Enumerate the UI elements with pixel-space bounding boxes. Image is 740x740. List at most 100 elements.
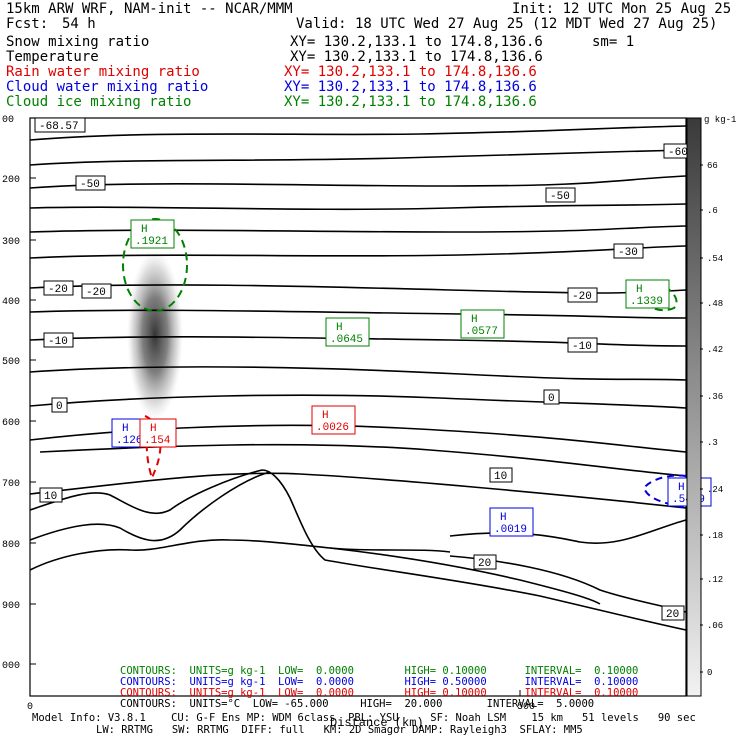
forecast-hour: 54 h xyxy=(62,16,96,32)
temperature-label-box xyxy=(661,605,685,621)
contour-spec-temperature: CONTOURS: UNITS=°C LOW= -65.000 HIGH= 20… xyxy=(120,698,595,710)
maximum-box xyxy=(311,405,356,435)
temperature-isotherm xyxy=(29,472,687,509)
maximum-marker: H xyxy=(122,423,129,435)
colorbar-unit: g kg-1 xyxy=(704,115,736,125)
temperature-isotherm xyxy=(29,125,687,141)
contour-spec-cloud-ice: CONTOURS: UNITS=g kg-1 LOW= 0.0000 HIGH=… xyxy=(120,665,639,677)
terrain-contours xyxy=(29,469,687,631)
temperature-isotherm xyxy=(29,336,687,347)
y-tick-label: 00 xyxy=(2,115,14,126)
temperature-label-box xyxy=(75,175,106,191)
y-tick-label: 300 xyxy=(2,237,20,248)
colorbar-tick-label: .06 xyxy=(707,621,723,631)
colorbar-tick-label: .36 xyxy=(707,392,723,402)
colorbar xyxy=(686,117,702,697)
maximum-marker: H xyxy=(322,410,329,422)
y-tick-label: 500 xyxy=(2,357,20,368)
y-tick-label: 200 xyxy=(2,175,20,186)
temperature-label-box xyxy=(489,467,513,483)
colorbar-tick-label: .24 xyxy=(707,485,723,495)
temperature-label-box xyxy=(34,117,86,133)
field-xy-rain: XY= 130.2,133.1 to 174.8,136.6 xyxy=(284,64,537,80)
colorbar-ticks: 66 .6 .54 .48 .42 .36 .3 .24 .18 .12 .06 0 xyxy=(700,161,723,678)
cloud-ice-contour xyxy=(122,218,188,312)
model-physics-line: LW: RRTMG SW: RRTMG DIFF: full KM: 2D Sm… xyxy=(96,724,583,736)
temperature-label: -50 xyxy=(550,191,570,203)
plot-frame xyxy=(29,117,687,697)
temperature-isotherm xyxy=(29,203,687,211)
temperature-label-box xyxy=(43,332,74,348)
colorbar-tick-label: .6 xyxy=(707,206,718,216)
field-xy-temperature: XY= 130.2,133.1 to 174.8,136.6 xyxy=(290,49,543,65)
maxima-labels: H.1921H.0645H.0577H.1339H.126H.154H.0026… xyxy=(111,219,712,537)
colorbar-tick-label: .12 xyxy=(707,575,723,585)
colorbar-tick-label: .54 xyxy=(707,254,723,264)
figure-title: 15km ARW WRF, NAM-init -- NCAR/MMM xyxy=(6,1,293,17)
field-name-cloud-ice: Cloud ice mixing ratio xyxy=(6,94,192,110)
terrain-profile xyxy=(29,471,271,542)
temperature-label-box xyxy=(613,243,644,259)
maximum-marker: H xyxy=(141,224,148,236)
maximum-box xyxy=(325,317,370,347)
temperature-isotherm xyxy=(29,284,687,294)
temperature-label-box xyxy=(43,280,74,296)
temperature-label: 20 xyxy=(666,609,679,621)
temperature-label: -20 xyxy=(48,284,68,296)
forecast-label: Fcst: xyxy=(6,16,49,32)
temperature-isotherm xyxy=(29,175,687,189)
temperature-label: -60 xyxy=(668,147,688,159)
maximum-marker: H xyxy=(500,512,507,524)
temperature-labels: -68.57 -60 -50 -50 -30 -20 -20 -20 -10 -10 0 0 10 10 2… xyxy=(34,117,694,621)
init-time: Init: 12 UTC Mon 25 Aug 25 xyxy=(512,1,732,17)
maximum-box xyxy=(489,507,534,537)
temperature-label-box xyxy=(473,554,497,570)
temperature-isotherm xyxy=(29,394,687,409)
colorbar-tick-label: .3 xyxy=(707,438,718,448)
rain-water-contour xyxy=(144,415,162,482)
maximum-box xyxy=(625,279,670,309)
field-name-rain: Rain water mixing ratio xyxy=(6,64,200,80)
field-name-cloud-water: Cloud water mixing ratio xyxy=(6,79,209,95)
y-tick-label: 900 xyxy=(2,601,20,612)
maximum-value: .0026 xyxy=(316,422,349,434)
terrain-profile xyxy=(449,519,687,544)
x-axis-label: Distance (km) xyxy=(330,716,424,730)
colorbar-tick-label: .42 xyxy=(707,345,723,355)
y-tick-label: 800 xyxy=(2,540,20,551)
maximum-value: .126 xyxy=(116,435,142,447)
maximum-value: .1921 xyxy=(135,236,168,248)
x-tick-label: 0 xyxy=(27,702,33,713)
terrain-profile xyxy=(29,469,687,631)
y-tick-label: 600 xyxy=(2,418,20,429)
temperature-label-box xyxy=(567,337,598,353)
temperature-label: -50 xyxy=(80,179,100,191)
temperature-label-box xyxy=(51,397,68,413)
colorbar-tick-label: 0 xyxy=(707,668,712,678)
contour-spec-rain: CONTOURS: UNITS=g kg-1 LOW= 0.0000 HIGH=… xyxy=(120,687,639,699)
temperature-label-box xyxy=(81,283,112,299)
y-tick-label: 400 xyxy=(2,297,20,308)
temperature-label: -68.57 xyxy=(39,121,79,133)
maximum-marker: H xyxy=(471,314,478,326)
model-info-line: Model Info: V3.8.1 CU: G-F Ens MP: WDM 6… xyxy=(32,712,696,724)
temperature-isotherm xyxy=(39,443,687,477)
maximum-value: .0645 xyxy=(330,334,363,346)
temperature-label: 0 xyxy=(56,401,63,413)
maximum-marker: H xyxy=(336,322,343,334)
maximum-box xyxy=(460,309,505,339)
maximum-marker: H xyxy=(150,423,157,435)
field-xy-cloud-ice: XY= 130.2,133.1 to 174.8,136.6 xyxy=(284,94,537,110)
temperature-label: 10 xyxy=(44,491,57,503)
temperature-label: -20 xyxy=(572,291,592,303)
y-axis: 00 200 300 400 500 600 700 800 900 000 xyxy=(2,115,36,672)
field-xy-cloud-water: XY= 130.2,133.1 to 174.8,136.6 xyxy=(284,79,537,95)
field-name-snow: Snow mixing ratio xyxy=(6,34,150,50)
temperature-label: 10 xyxy=(494,471,507,483)
terrain-profile xyxy=(329,547,601,605)
temperature-label: -10 xyxy=(48,336,68,348)
temperature-isotherm xyxy=(29,225,687,233)
temperature-label-box xyxy=(545,187,576,203)
